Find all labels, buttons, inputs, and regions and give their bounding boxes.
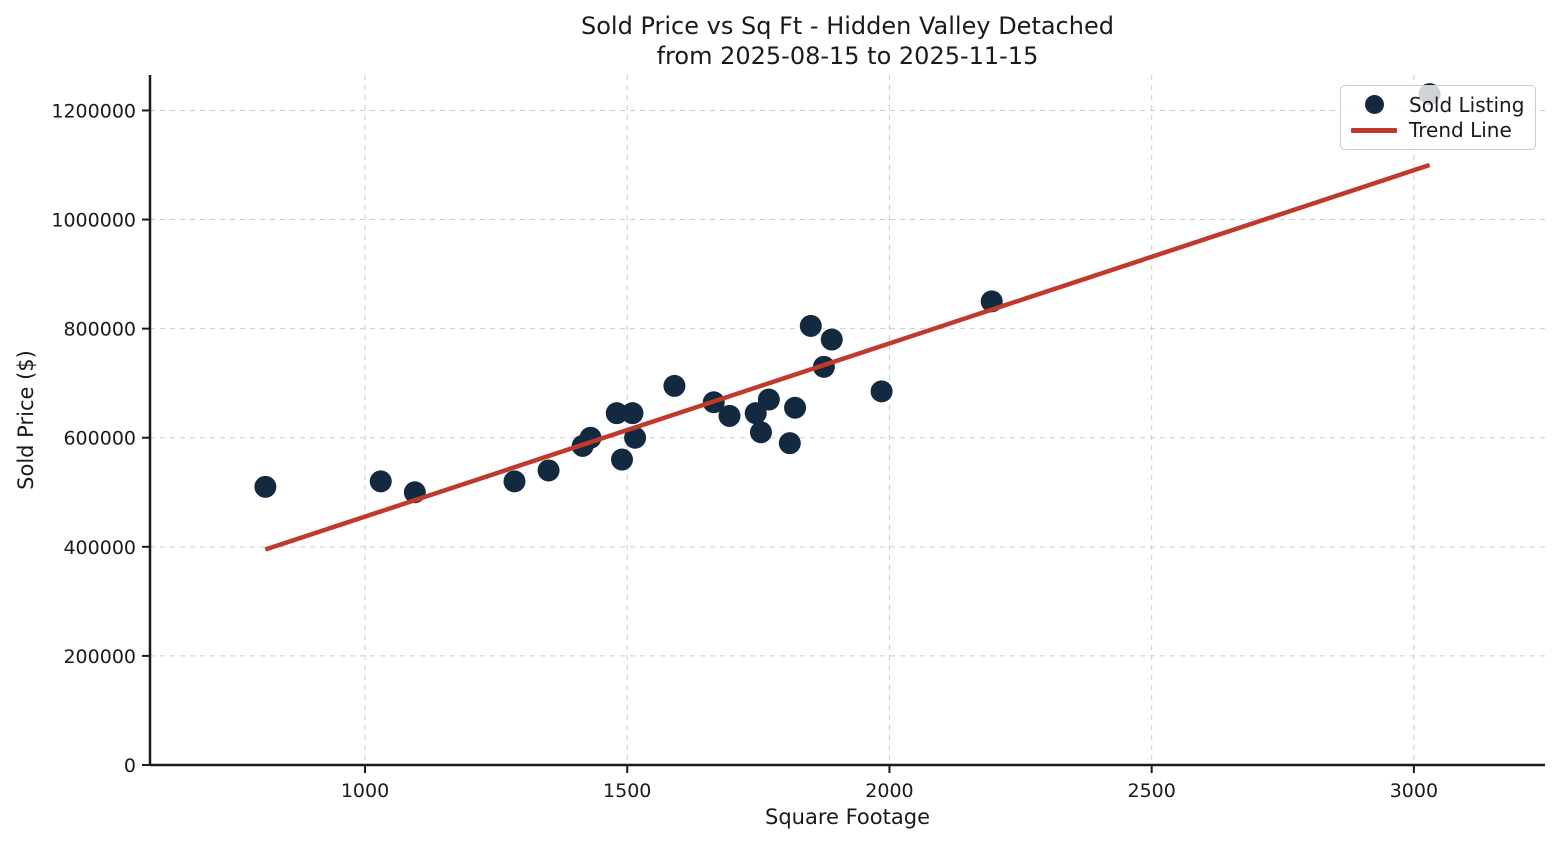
legend-label-sold-listing: Sold Listing xyxy=(1409,92,1525,117)
y-tick-label: 200000 xyxy=(63,646,136,668)
scatter-point xyxy=(757,388,780,411)
y-tick-label: 1200000 xyxy=(51,100,136,122)
gridlines xyxy=(150,75,1545,766)
y-tick-label: 400000 xyxy=(63,537,136,559)
y-axis-label: Sold Price ($) xyxy=(14,350,38,490)
chart-title-line1: Sold Price vs Sq Ft - Hidden Valley Deta… xyxy=(581,12,1114,40)
axes: 1000 1500 2000 2500 3000 0 200000 400000 600000 8… xyxy=(51,75,1545,802)
scatter-point xyxy=(537,459,560,482)
chart-title-line2: from 2025-08-15 to 2025-11-15 xyxy=(656,42,1039,70)
x-tick-label: 2500 xyxy=(1127,780,1175,802)
scatter-point xyxy=(870,380,893,403)
scatter-point xyxy=(624,426,647,449)
trend-line xyxy=(264,162,1431,552)
scatter-point xyxy=(503,470,526,493)
y-tick-label: 1000000 xyxy=(51,210,136,232)
legend-label-trend-line: Trend Line xyxy=(1409,118,1512,143)
scatter-point xyxy=(254,475,277,498)
scatter-point xyxy=(610,448,633,471)
legend-marker-col xyxy=(1351,95,1397,115)
scatter-point xyxy=(663,374,686,397)
x-tick-label: 1000 xyxy=(341,780,389,802)
scatter-point xyxy=(369,470,392,493)
x-axis-label: Square Footage xyxy=(765,805,930,829)
y-tick-label: 600000 xyxy=(63,428,136,450)
chart-title: Sold Price vs Sq Ft - Hidden Valley Deta… xyxy=(150,11,1545,71)
scatter-point xyxy=(820,328,843,351)
scatter-point xyxy=(718,404,741,427)
legend-marker-col xyxy=(1351,127,1397,133)
y-tick-label: 800000 xyxy=(63,319,136,341)
x-tick-label: 1500 xyxy=(603,780,651,802)
scatter-dot-icon xyxy=(1364,95,1384,115)
scatter-point xyxy=(744,402,767,425)
x-tick-label: 2000 xyxy=(865,780,913,802)
x-tick-label: 3000 xyxy=(1390,780,1438,802)
scatter-point xyxy=(605,402,628,425)
scatter-point xyxy=(621,402,644,425)
legend-item-trend-line: Trend Line xyxy=(1351,118,1525,143)
scatter-point xyxy=(799,314,822,337)
scatter-point xyxy=(778,432,801,455)
y-tick-label: 0 xyxy=(124,755,136,777)
legend: Sold Listing Trend Line xyxy=(1340,85,1536,150)
legend-item-sold-listing: Sold Listing xyxy=(1351,92,1525,117)
scatter-point xyxy=(749,421,772,444)
scatter-series xyxy=(254,83,1441,504)
scatter-point xyxy=(784,396,807,419)
trend-line-icon xyxy=(1351,127,1397,133)
